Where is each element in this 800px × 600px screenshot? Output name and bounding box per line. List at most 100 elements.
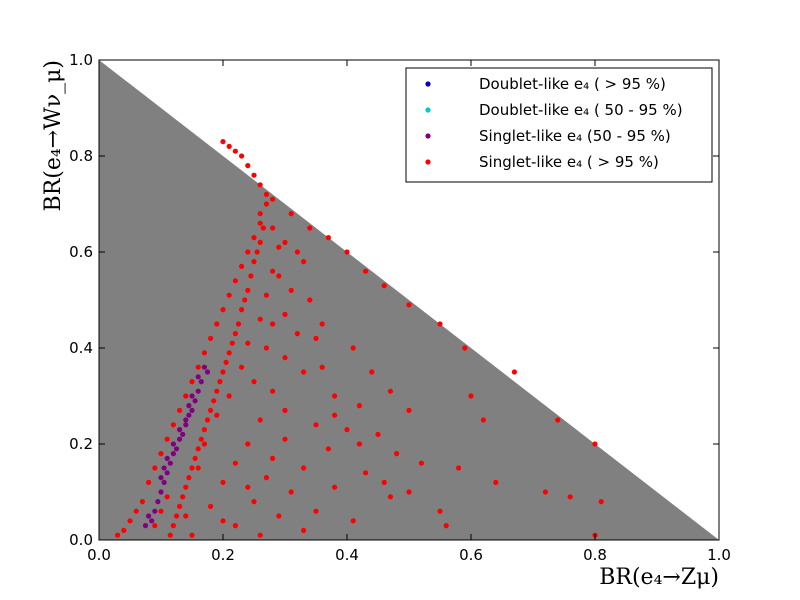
data-point bbox=[192, 398, 198, 404]
data-point bbox=[263, 201, 269, 207]
data-point bbox=[232, 148, 238, 154]
data-point bbox=[133, 508, 139, 514]
data-point bbox=[456, 465, 462, 471]
data-point bbox=[189, 465, 195, 471]
data-point bbox=[251, 379, 257, 385]
legend-marker bbox=[425, 107, 431, 113]
data-point bbox=[170, 523, 176, 529]
data-point bbox=[276, 244, 282, 250]
data-point bbox=[381, 283, 387, 289]
data-point bbox=[164, 494, 170, 500]
data-point bbox=[214, 412, 220, 418]
data-point bbox=[260, 225, 266, 231]
data-point bbox=[294, 249, 300, 255]
data-point bbox=[183, 513, 189, 519]
data-point bbox=[254, 249, 260, 255]
data-point bbox=[325, 446, 331, 452]
data-point bbox=[288, 211, 294, 217]
data-point bbox=[270, 455, 276, 461]
data-point bbox=[257, 239, 263, 245]
data-point bbox=[245, 163, 251, 169]
data-point bbox=[270, 225, 276, 231]
data-point bbox=[369, 369, 375, 375]
data-point bbox=[468, 393, 474, 399]
data-point bbox=[301, 259, 307, 265]
series-3 bbox=[115, 139, 604, 538]
data-point bbox=[189, 393, 195, 399]
data-point bbox=[511, 369, 517, 375]
data-point bbox=[201, 350, 207, 356]
data-point bbox=[288, 489, 294, 495]
data-point bbox=[251, 259, 257, 265]
data-point bbox=[180, 494, 186, 500]
data-point bbox=[183, 417, 189, 423]
data-point bbox=[387, 494, 393, 500]
data-point bbox=[307, 297, 313, 303]
x-tick-label: 0.6 bbox=[459, 546, 483, 564]
data-point bbox=[319, 321, 325, 327]
data-point bbox=[232, 331, 238, 337]
data-point bbox=[204, 369, 211, 375]
data-point bbox=[381, 479, 387, 485]
data-point bbox=[239, 307, 245, 313]
data-point bbox=[418, 460, 424, 466]
data-point bbox=[276, 273, 282, 279]
data-point bbox=[592, 441, 598, 447]
data-point bbox=[251, 499, 257, 505]
legend-box bbox=[405, 67, 713, 183]
data-point bbox=[146, 513, 152, 519]
data-point bbox=[319, 364, 325, 370]
data-point bbox=[276, 513, 282, 519]
data-point bbox=[183, 393, 189, 399]
data-point bbox=[307, 225, 313, 231]
data-point bbox=[146, 479, 152, 485]
data-point bbox=[142, 523, 149, 529]
data-point bbox=[257, 182, 263, 188]
data-point bbox=[332, 393, 338, 399]
data-point bbox=[232, 460, 238, 466]
data-point bbox=[223, 359, 229, 365]
data-point bbox=[257, 417, 263, 423]
data-point bbox=[158, 475, 164, 481]
data-point bbox=[282, 436, 288, 442]
data-point bbox=[598, 499, 604, 505]
data-point bbox=[245, 484, 251, 490]
data-point bbox=[567, 494, 573, 500]
data-point bbox=[198, 379, 204, 385]
data-point bbox=[226, 292, 232, 298]
data-point bbox=[356, 441, 362, 447]
data-point bbox=[313, 508, 319, 514]
data-point bbox=[208, 335, 214, 341]
data-point bbox=[186, 403, 192, 409]
data-point bbox=[158, 508, 164, 514]
legend-label: Doublet-like e₄ ( 50 - 95 %) bbox=[479, 101, 683, 119]
data-point bbox=[270, 268, 276, 274]
data-point bbox=[245, 249, 251, 255]
data-point bbox=[201, 441, 207, 447]
data-point bbox=[239, 263, 245, 269]
data-point bbox=[462, 345, 468, 351]
data-point bbox=[245, 287, 251, 293]
data-point bbox=[229, 340, 235, 346]
data-point bbox=[177, 503, 183, 509]
legend-marker bbox=[425, 133, 431, 139]
data-point bbox=[263, 191, 269, 197]
data-point bbox=[437, 321, 443, 327]
legend-marker bbox=[425, 159, 431, 165]
data-point bbox=[208, 503, 214, 509]
data-point bbox=[220, 479, 226, 485]
data-point bbox=[356, 403, 362, 409]
data-point bbox=[257, 316, 263, 322]
legend-marker bbox=[425, 81, 431, 87]
data-point bbox=[198, 436, 204, 442]
data-point bbox=[217, 379, 223, 385]
data-point bbox=[301, 369, 307, 375]
data-point bbox=[158, 489, 164, 495]
data-point bbox=[406, 302, 412, 308]
data-point bbox=[214, 321, 220, 327]
data-point bbox=[152, 523, 158, 529]
data-point bbox=[387, 388, 393, 394]
data-point bbox=[257, 220, 263, 226]
data-point bbox=[235, 321, 242, 327]
data-point bbox=[294, 331, 300, 337]
